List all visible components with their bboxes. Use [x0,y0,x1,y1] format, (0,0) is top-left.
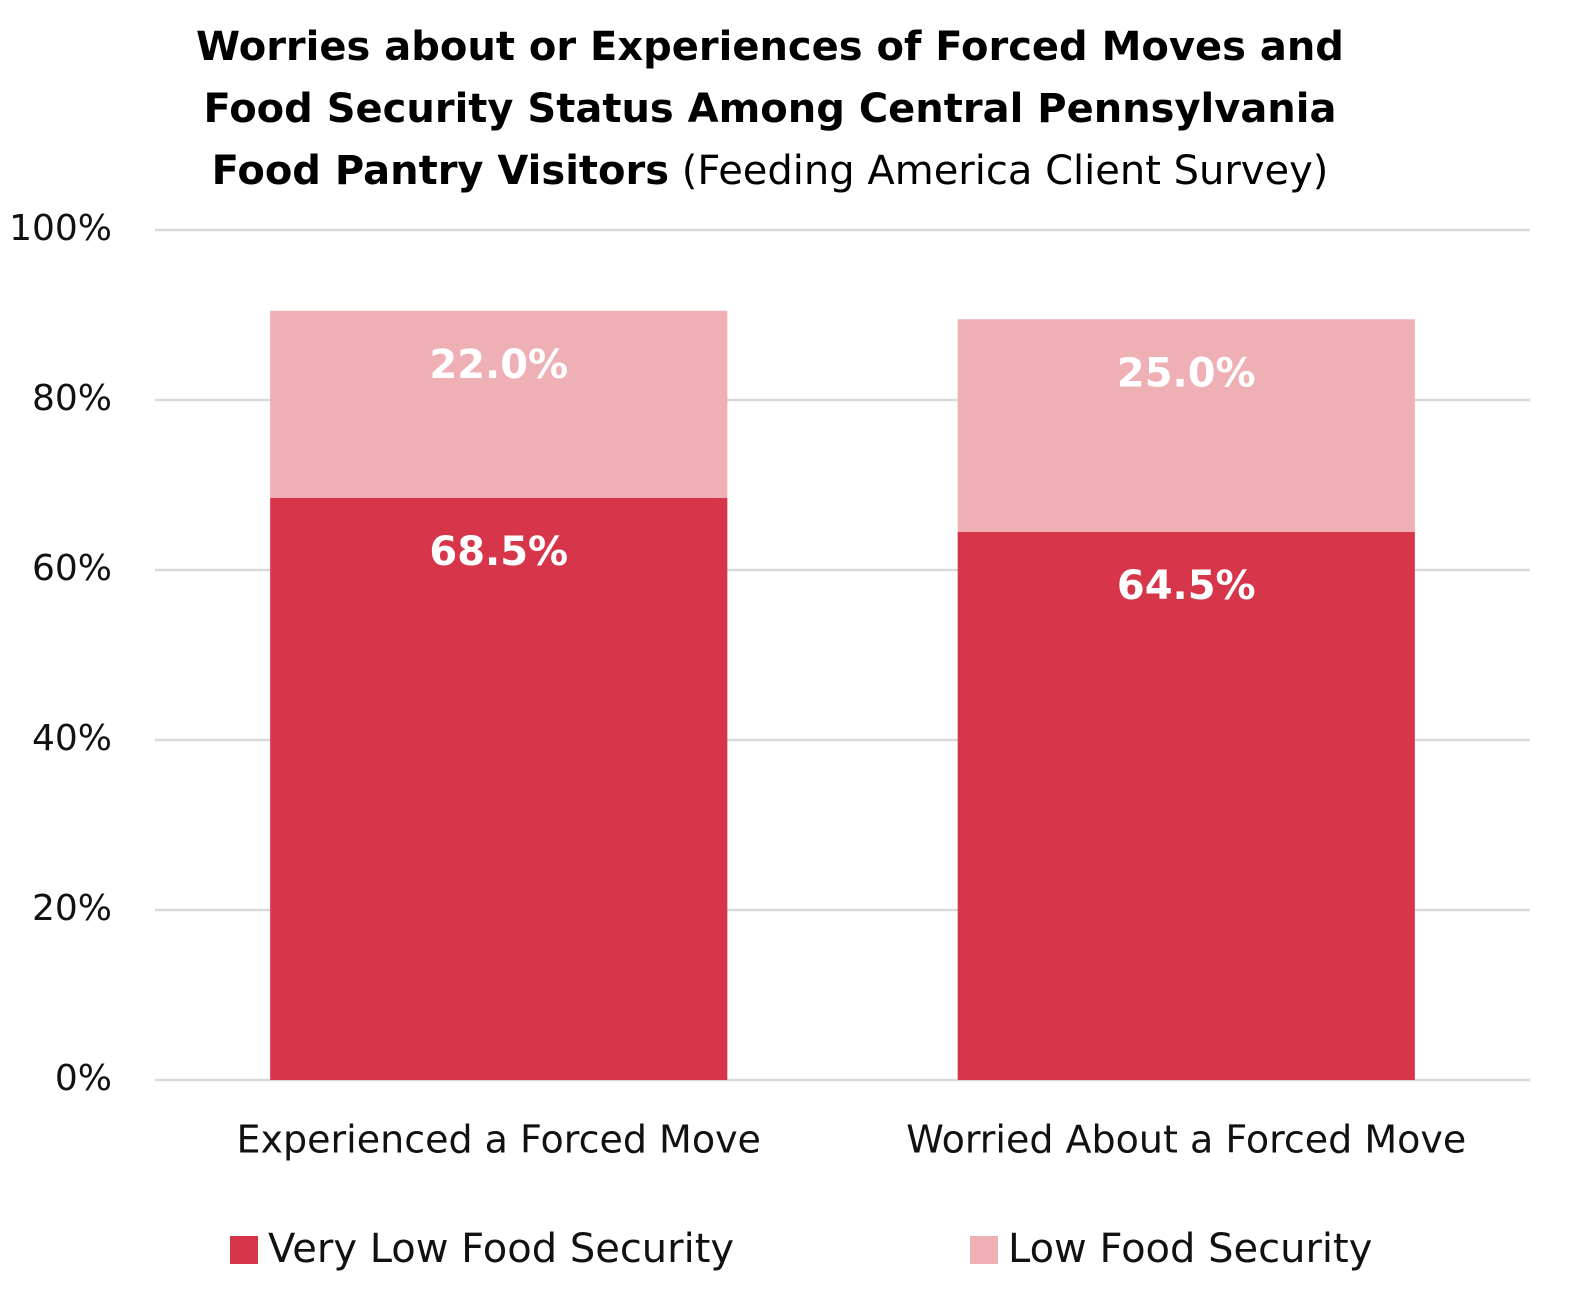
bar-segment [957,319,1415,532]
y-tick-label: 100% [9,208,112,249]
value-label: 68.5% [429,529,568,575]
legend-swatch [970,1236,998,1264]
bar-segment [270,310,728,498]
y-tick-label: 60% [32,548,112,589]
legend-swatch [230,1236,258,1264]
chart-title-block: Worries about or Experiences of Forced M… [180,16,1360,202]
bar-segment [957,531,1415,1080]
x-tick-label: Worried About a Forced Move [906,1118,1466,1162]
value-label: 25.0% [1117,350,1256,396]
value-label: 64.5% [1117,563,1256,609]
value-label: 22.0% [429,342,568,388]
y-tick-label: 0% [55,1058,112,1099]
x-tick-label: Experienced a Forced Move [237,1118,761,1162]
chart-subtitle: (Feeding America Client Survey) [681,148,1329,194]
bar-segment [270,497,728,1080]
y-tick-label: 80% [32,378,112,419]
y-tick-label: 20% [32,888,112,929]
chart-title: Worries about or Experiences of Forced M… [196,24,1344,194]
legend-label: Very Low Food Security [268,1226,734,1272]
y-tick-label: 40% [32,718,112,759]
legend-label: Low Food Security [1008,1226,1372,1272]
